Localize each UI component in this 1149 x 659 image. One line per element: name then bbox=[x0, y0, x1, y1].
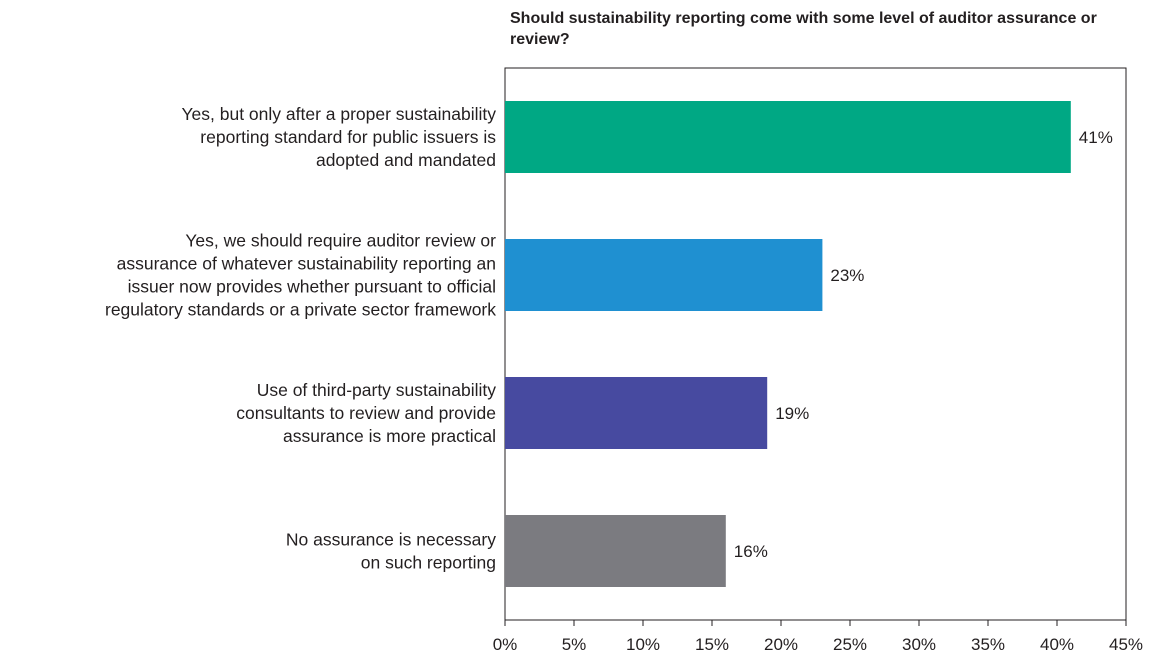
category-label: Yes, but only after a proper sustainabil… bbox=[181, 104, 496, 124]
category-label: regulatory standards or a private sector… bbox=[105, 300, 496, 320]
category-label: reporting standard for public issuers is bbox=[200, 127, 496, 147]
bar bbox=[505, 377, 768, 449]
plot-frame bbox=[504, 67, 1127, 621]
bar-value-label: 23% bbox=[830, 266, 864, 285]
x-tick-label: 25% bbox=[833, 635, 867, 654]
x-tick-label: 10% bbox=[626, 635, 660, 654]
bar-value-label: 16% bbox=[734, 542, 768, 561]
x-tick-label: 20% bbox=[764, 635, 798, 654]
bar bbox=[505, 515, 726, 587]
x-tick-label: 15% bbox=[695, 635, 729, 654]
category-label: issuer now provides whether pursuant to … bbox=[128, 277, 496, 297]
x-tick-label: 45% bbox=[1109, 635, 1143, 654]
x-tick-label: 5% bbox=[562, 635, 587, 654]
x-tick-label: 35% bbox=[971, 635, 1005, 654]
x-tick-label: 30% bbox=[902, 635, 936, 654]
category-label: Use of third-party sustainability bbox=[257, 380, 497, 400]
bar bbox=[505, 239, 823, 311]
bar-value-label: 19% bbox=[775, 404, 809, 423]
bar bbox=[505, 101, 1071, 173]
category-label: assurance is more practical bbox=[283, 426, 496, 446]
bar-value-label: 41% bbox=[1079, 128, 1113, 147]
category-label: No assurance is necessary bbox=[286, 530, 496, 550]
category-label: Yes, we should require auditor review or bbox=[185, 231, 496, 251]
category-label: assurance of whatever sustainability rep… bbox=[117, 254, 496, 274]
x-tick-label: 0% bbox=[493, 635, 518, 654]
x-tick-label: 40% bbox=[1040, 635, 1074, 654]
chart-title: Should sustainability reporting come wit… bbox=[510, 10, 1097, 48]
category-label: adopted and mandated bbox=[316, 150, 496, 170]
category-label: on such reporting bbox=[361, 553, 496, 573]
category-label: consultants to review and provide bbox=[236, 403, 496, 423]
